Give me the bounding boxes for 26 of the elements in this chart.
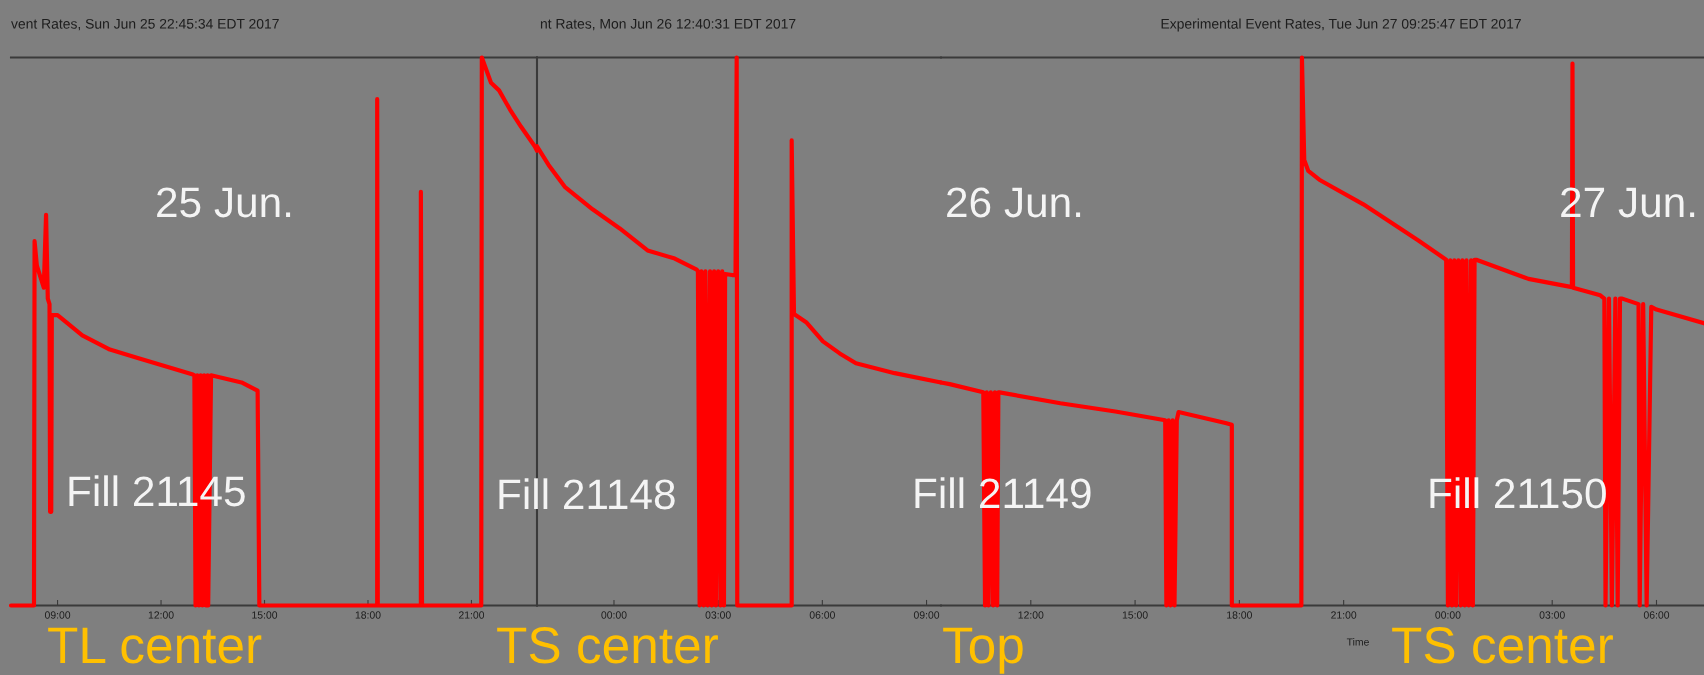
x-tick-label: 03:00 <box>705 611 731 619</box>
x-tick-label: 06:00 <box>1643 611 1670 619</box>
annotation: 26 Jun. <box>947 187 1081 218</box>
x-tick-label: 18:00 <box>355 611 381 619</box>
annotation: 25 Jun. <box>157 187 291 218</box>
chart-title: vent Rates, Sun Jun 25 22:45:34 EDT 2017 <box>11 18 279 31</box>
x-tick-label: 18:00 <box>1227 611 1252 619</box>
text: Top <box>943 627 1023 674</box>
x-tick-label: 09:00 <box>913 611 940 619</box>
x-tick-label: 12:00 <box>1018 611 1044 619</box>
chart-title: nt Rates, Mon Jun 26 12:40:31 EDT 2017 <box>540 18 796 31</box>
x-tick-label: 15:00 <box>252 611 278 619</box>
x-tick-label: 06:00 <box>809 611 835 619</box>
text: TL center <box>48 627 262 664</box>
chart-title: Experimental Event Rates, Tue Jun 27 09:25:47 EDT 2017 <box>1161 18 1521 32</box>
x-tick-label: 00:00 <box>1435 611 1461 619</box>
x-tick-label: 09:00 <box>44 611 71 619</box>
x-axis-title: Time <box>1346 638 1369 646</box>
x-tick-label: 00:00 <box>601 611 627 619</box>
x-tick-label: 21:00 <box>458 611 485 619</box>
x-tick-label: 21:00 <box>1331 611 1357 619</box>
text: TS center <box>1392 627 1613 664</box>
x-tick-label: 15:00 <box>1122 611 1148 619</box>
x-tick-label: 03:00 <box>1539 611 1565 619</box>
x-tick-label: 12:00 <box>148 611 174 619</box>
text: TS center <box>497 627 718 664</box>
